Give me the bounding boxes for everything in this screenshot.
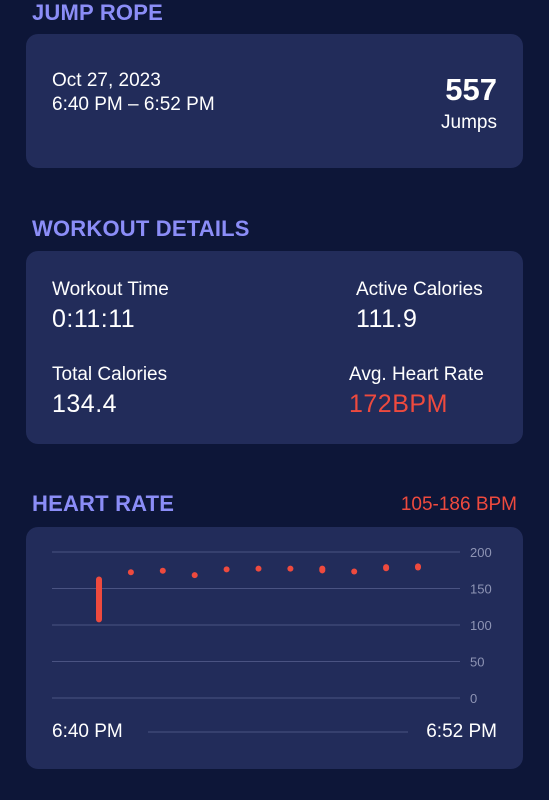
workout-details-card: Workout Time 0:11:11 Active Calories 111… [26, 251, 523, 444]
heart-rate-point [319, 565, 326, 574]
heart-rate-point [415, 563, 421, 571]
heart-rate-card[interactable]: 200 150 100 50 0 6:40 PM 6:52 PM [26, 527, 523, 769]
avg-heart-rate-number: 172 [349, 390, 393, 418]
heart-rate-title: HEART RATE [32, 491, 175, 516]
workout-time-value: 0:11:11 [52, 305, 136, 333]
jump-rope-title: JUMP ROPE [32, 0, 163, 25]
heart-rate-point [383, 564, 390, 572]
heart-rate-point [159, 567, 166, 574]
avg-heart-rate-label: Avg. Heart Rate [349, 364, 484, 385]
heart-rate-range: 105-186 BPM [400, 494, 517, 515]
workout-details-title: WORKOUT DETAILS [32, 216, 250, 241]
active-calories-value: 111.9 [356, 305, 418, 333]
workout-date: Oct 27, 2023 [52, 70, 161, 91]
chart-start-time: 6:40 PM [52, 721, 123, 742]
heart-rate-point [127, 569, 134, 576]
y-tick-label: 200 [470, 545, 492, 560]
active-calories-label: Active Calories [356, 279, 483, 300]
workout-time-label: Workout Time [52, 279, 169, 300]
jumps-count: 557 [445, 72, 497, 107]
avg-heart-rate-unit: BPM [392, 390, 448, 418]
total-calories-label: Total Calories [52, 364, 168, 385]
jump-rope-card[interactable]: Oct 27, 2023 6:40 PM – 6:52 PM 557 Jumps [26, 34, 523, 168]
total-calories-value: 134.4 [52, 390, 118, 418]
jumps-label: Jumps [441, 112, 497, 133]
heart-rate-point [287, 565, 294, 572]
chart-end-time: 6:52 PM [426, 721, 497, 742]
workout-time-range: 6:40 PM – 6:52 PM [52, 94, 215, 115]
y-tick-label: 0 [470, 691, 477, 706]
heart-rate-point [191, 572, 198, 579]
heart-rate-point [351, 568, 358, 575]
y-tick-label: 50 [470, 655, 484, 670]
y-tick-label: 150 [470, 582, 492, 597]
avg-heart-rate-value: 172BPM [349, 390, 448, 419]
heart-rate-point [96, 576, 102, 623]
heart-rate-point [255, 565, 262, 572]
heart-rate-point [223, 566, 230, 573]
y-tick-label: 100 [470, 618, 492, 633]
heart-rate-chart[interactable]: 200 150 100 50 0 [26, 527, 523, 769]
